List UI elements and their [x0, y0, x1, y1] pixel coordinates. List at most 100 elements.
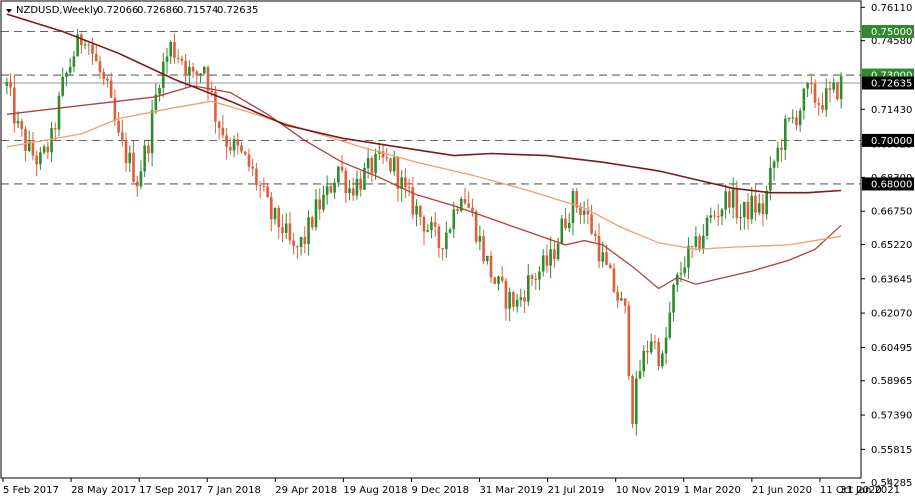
candle-body [147, 145, 150, 154]
candle [817, 97, 821, 116]
ohlc-high: 0.72686 [137, 5, 178, 16]
candle [683, 256, 687, 277]
candle [646, 340, 649, 365]
candle-body [50, 128, 53, 153]
candle [169, 40, 173, 64]
candle [340, 154, 344, 173]
candle-body [631, 376, 634, 424]
candle-body [530, 275, 534, 279]
y-tick-label: 0.65220 [871, 240, 912, 251]
candle-body [135, 181, 139, 187]
candle-body [31, 141, 35, 156]
candle [508, 287, 511, 322]
candle-body [486, 255, 489, 262]
candle [601, 241, 605, 268]
candle-body [824, 88, 828, 110]
candle-body [303, 237, 307, 244]
candle-body [206, 67, 210, 91]
candle-body [284, 223, 288, 233]
candle-body [642, 350, 646, 372]
candle-body [757, 203, 761, 213]
candle-body [288, 223, 292, 241]
candle [720, 207, 724, 226]
candle-body [314, 199, 318, 228]
candle-body [526, 275, 530, 302]
candle [448, 227, 452, 234]
candle-body [184, 60, 187, 75]
candle [91, 37, 94, 65]
candle [135, 175, 139, 197]
candle [694, 226, 698, 251]
candle-body [754, 195, 757, 213]
candle-body [258, 185, 262, 187]
candle [128, 145, 132, 173]
title-dropdown-icon[interactable] [6, 9, 12, 13]
candle [143, 140, 146, 178]
candle [742, 201, 746, 230]
ma-line-0 [6, 85, 842, 290]
candle-body [497, 276, 500, 284]
candle [467, 191, 470, 209]
candle-body [106, 78, 109, 81]
candle [314, 188, 318, 231]
x-tick-label: 10 Nov 2019 [616, 485, 680, 496]
current-price-tag-bg [862, 76, 914, 90]
x-tick-label: 19 Aug 2018 [343, 485, 407, 496]
candle [229, 137, 232, 155]
candle [515, 293, 519, 313]
candle-body [772, 161, 776, 168]
candle [623, 298, 627, 314]
ohlc-open: 0.72066 [97, 5, 138, 16]
candle [806, 81, 809, 98]
candle [836, 81, 839, 101]
candle-body [296, 246, 299, 248]
candle [310, 215, 314, 231]
candle-body [780, 147, 783, 150]
candle-body [634, 378, 638, 424]
candle [165, 47, 169, 74]
candle-body [117, 120, 120, 133]
candle-body [567, 222, 571, 229]
candle [556, 237, 560, 261]
candle [13, 75, 16, 133]
candle-body [556, 243, 560, 260]
candle-body [769, 167, 772, 191]
candle-body [616, 291, 619, 301]
candle-body [482, 236, 485, 262]
candle [80, 32, 83, 54]
candle-body [776, 147, 780, 162]
candle-body [445, 232, 448, 250]
candle [690, 245, 694, 259]
candle-body [657, 341, 660, 367]
candle-body [277, 207, 281, 228]
candle-body [515, 299, 519, 307]
candle-body [150, 110, 154, 154]
candle-body [191, 66, 195, 72]
level-tag-3: 0.68000 [862, 177, 914, 191]
ohlc-low: 0.71574 [177, 5, 218, 16]
candle-body [579, 207, 582, 215]
candle-body [742, 201, 746, 218]
chart-title: NZDUSD,Weekly 0.72066 0.72686 0.71574 0.… [6, 5, 258, 16]
candle [277, 205, 281, 239]
candle [35, 150, 38, 177]
candle-body [661, 353, 664, 367]
candle [50, 121, 53, 163]
y-tick-label: 0.63645 [871, 274, 912, 285]
candle [344, 167, 348, 204]
candle-body [229, 146, 232, 151]
candle-body [664, 337, 668, 354]
candle [478, 225, 482, 251]
candle-body [575, 190, 579, 208]
candle-body [20, 120, 24, 130]
candle-body [143, 145, 146, 172]
candle [433, 211, 437, 237]
candle-body [404, 177, 407, 188]
candle [512, 290, 515, 312]
candle [150, 99, 154, 167]
y-tick-label: 0.76110 [871, 3, 912, 14]
candle [538, 266, 541, 291]
candle-body [299, 237, 303, 248]
candle [251, 158, 254, 177]
